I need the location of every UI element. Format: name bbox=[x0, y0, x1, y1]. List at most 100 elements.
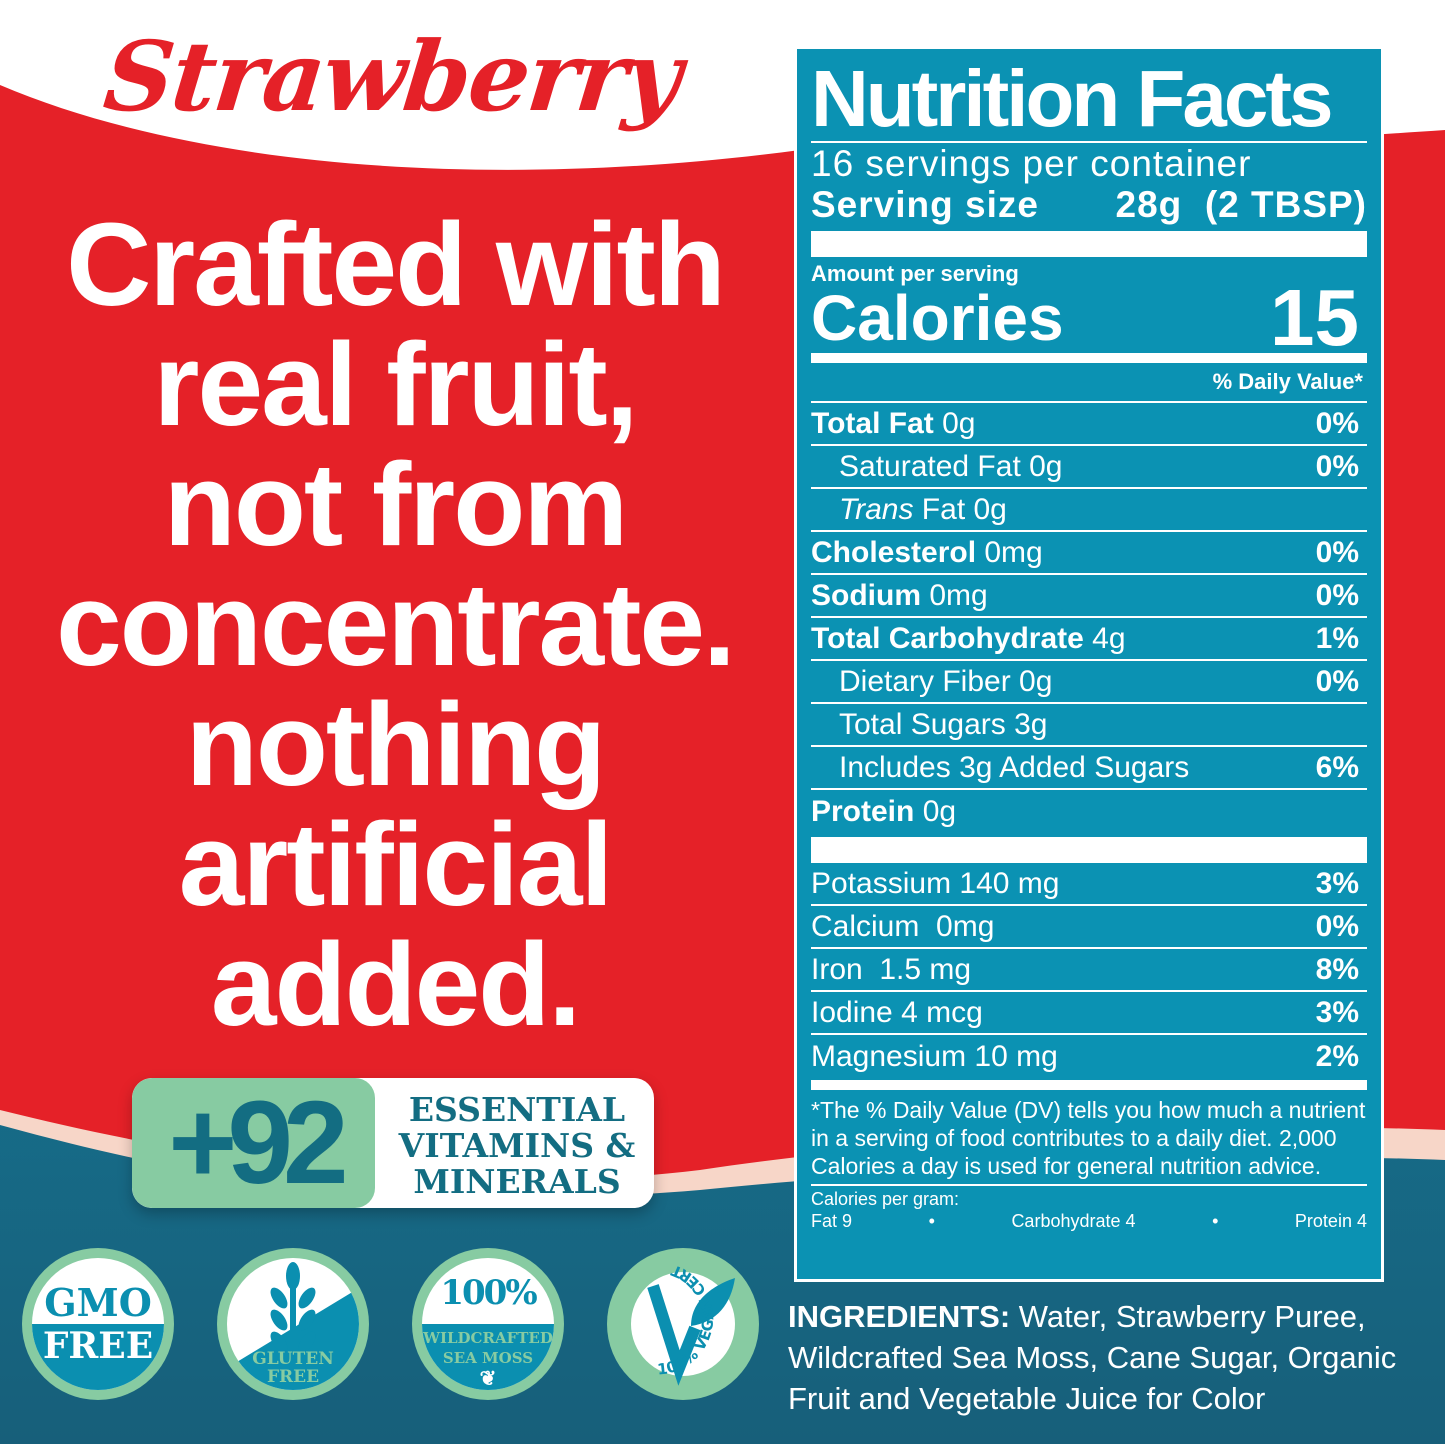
daily-value-percent: 0% bbox=[1315, 664, 1359, 698]
badge-line: VITAMINS & bbox=[398, 1126, 636, 1165]
daily-value-header: % Daily Value* bbox=[811, 363, 1367, 403]
nutrition-title: Nutrition Facts bbox=[811, 57, 1367, 143]
nutrient-rows: Total Fat 0g 0% Saturated Fat 0g 0% Trans Fa… bbox=[811, 403, 1367, 833]
nutrient-row: Trans Fat 0g bbox=[811, 489, 1367, 532]
daily-value-footnote: *The % Daily Value (DV) tells you how mu… bbox=[811, 1096, 1367, 1186]
slogan-line: added. bbox=[210, 919, 581, 1051]
seal-text: GLUTEN bbox=[252, 1349, 334, 1369]
calories-label: Calories bbox=[811, 282, 1064, 354]
divider-bar bbox=[811, 1080, 1367, 1090]
nutrient-label: Includes 3g Added Sugars bbox=[839, 751, 1189, 785]
seal-text: FREE bbox=[32, 1324, 164, 1390]
nutrient-row: Sodium 0mg 0% bbox=[811, 575, 1367, 618]
seal-text: FREE bbox=[266, 1367, 320, 1387]
gluten-free-seal: GLUTEN FREE bbox=[217, 1248, 369, 1400]
nutrition-facts-panel: Nutrition Facts 16 servings per containe… bbox=[794, 46, 1384, 1282]
nutrient-name: Sodium bbox=[811, 578, 921, 612]
mineral-label: Potassium 140 mg bbox=[811, 866, 1060, 900]
cpg-separator: • bbox=[928, 1211, 935, 1231]
daily-value-percent: 3% bbox=[1315, 995, 1359, 1029]
daily-value-percent: 0% bbox=[1315, 449, 1359, 483]
nutrient-amount: 0mg bbox=[921, 578, 988, 612]
ingredients: INGREDIENTS: Water, Strawberry Puree, Wi… bbox=[788, 1296, 1428, 1419]
nutrient-amount: Saturated Fat 0g bbox=[839, 449, 1063, 483]
daily-value-percent: 0% bbox=[1315, 406, 1359, 440]
slogan-line: not from bbox=[163, 439, 628, 571]
nutrient-amount: Fat 0g bbox=[913, 492, 1007, 526]
nutrient-row: Saturated Fat 0g 0% bbox=[811, 446, 1367, 489]
daily-value-percent: 3% bbox=[1315, 866, 1359, 900]
badge-text: ESSENTIAL VITAMINS & MINERALS bbox=[382, 1092, 652, 1200]
seal-text: SEA MOSS bbox=[442, 1349, 534, 1367]
nutrient-row: Includes 3g Added Sugars 6% bbox=[811, 747, 1367, 790]
vitamins-badge: +92 ESSENTIAL VITAMINS & MINERALS bbox=[132, 1078, 654, 1208]
v-leaf-icon: 100% VEGAN CERTIFIED bbox=[607, 1249, 735, 1400]
servings-per-container: 16 servings per container bbox=[811, 143, 1252, 184]
slogan: Crafted with real fruit, not from concen… bbox=[0, 205, 790, 1045]
serving-size-value: 28g (2 TBSP) bbox=[1115, 184, 1367, 225]
ingredients-label: INGREDIENTS: bbox=[788, 1299, 1011, 1334]
slogan-line: nothing bbox=[185, 679, 606, 811]
seal-text: GMO bbox=[44, 1280, 152, 1325]
cpg-item: Carbohydrate 4 bbox=[1011, 1211, 1136, 1231]
seal-text: 100% bbox=[440, 1273, 537, 1313]
badge-line: ESSENTIAL bbox=[408, 1090, 626, 1129]
mineral-row: Magnesium 10 mg 2% bbox=[811, 1035, 1367, 1078]
badge-line: MINERALS bbox=[413, 1162, 621, 1201]
mineral-row: Iodine 4 mcg 3% bbox=[811, 992, 1367, 1035]
slogan-line: real fruit, bbox=[153, 319, 639, 451]
daily-value-percent: 0% bbox=[1315, 578, 1359, 612]
daily-value-percent: 6% bbox=[1315, 750, 1359, 784]
nutrient-row: Protein 0g bbox=[811, 790, 1367, 833]
serving-size: Serving size 28g (2 TBSP) bbox=[811, 185, 1367, 225]
wheat-crossed-icon bbox=[227, 1262, 359, 1390]
serving-size-label: Serving size bbox=[811, 184, 1039, 225]
mineral-row: Iron 1.5 mg 8% bbox=[811, 949, 1367, 992]
mineral-rows: Potassium 140 mg 3% Calcium 0mg 0% Iron 1.5 … bbox=[811, 863, 1367, 1078]
mineral-row: Calcium 0mg 0% bbox=[811, 906, 1367, 949]
mineral-row: Potassium 140 mg 3% bbox=[811, 863, 1367, 906]
nutrient-label: Total Fat 0g bbox=[811, 407, 976, 441]
nutrient-amount: 0mg bbox=[976, 535, 1043, 569]
nutrient-name: Cholesterol bbox=[811, 535, 977, 569]
daily-value-percent: 0% bbox=[1315, 535, 1359, 569]
daily-value-percent: 8% bbox=[1315, 952, 1359, 986]
ingredients-text: Water, Strawberry Puree, Wildcrafted Sea… bbox=[788, 1299, 1397, 1416]
amount-per-serving: Amount per serving bbox=[811, 261, 1019, 286]
sea-moss-seal: 100% WILDCRAFTED SEA MOSS ❦ bbox=[412, 1248, 564, 1400]
cpg-item: Protein 4 bbox=[1294, 1211, 1367, 1231]
cpg-label: Calories per gram: bbox=[811, 1189, 960, 1209]
nutrient-label: Cholesterol 0mg bbox=[811, 536, 1043, 570]
nutrient-label: Total Sugars 3g bbox=[839, 708, 1047, 742]
divider-bar bbox=[811, 837, 1367, 863]
nutrient-row: Dietary Fiber 0g 0% bbox=[811, 661, 1367, 704]
daily-value-percent: 0% bbox=[1315, 909, 1359, 943]
nutrient-name: Total Fat bbox=[811, 406, 934, 440]
nutrient-amount: Includes 3g Added Sugars bbox=[839, 750, 1190, 784]
nutrient-amount: Dietary Fiber 0g bbox=[839, 664, 1053, 698]
nutrient-label: Sodium 0mg bbox=[811, 579, 988, 613]
flavor-title: Strawberry bbox=[99, 20, 686, 133]
mineral-label: Magnesium 10 mg bbox=[811, 1039, 1058, 1073]
seal-text: WILDCRAFTED bbox=[423, 1329, 553, 1347]
nutrient-amount: 0g bbox=[914, 794, 957, 828]
leaf-icon: ❦ bbox=[479, 1366, 497, 1390]
nutrient-row: Total Sugars 3g bbox=[811, 704, 1367, 747]
nutrient-amount: 4g bbox=[1083, 621, 1126, 655]
mineral-label: Calcium 0mg bbox=[811, 909, 995, 943]
slogan-line: Crafted with bbox=[66, 199, 726, 331]
calories-per-gram: Calories per gram: Fat 9 • Carbohydrate … bbox=[811, 1188, 1367, 1232]
nutrient-row: Total Fat 0g 0% bbox=[811, 403, 1367, 446]
nutrient-label: Protein 0g bbox=[811, 795, 956, 829]
mineral-label: Iron 1.5 mg bbox=[811, 952, 972, 986]
badge-count: +92 bbox=[132, 1078, 375, 1208]
nutrient-name: Protein bbox=[811, 794, 915, 828]
gmo-free-seal: GMO FREE bbox=[22, 1248, 174, 1400]
nutrient-row: Total Carbohydrate 4g 1% bbox=[811, 618, 1367, 661]
nutrient-amount: 0g bbox=[933, 406, 976, 440]
cpg-item: Fat 9 bbox=[811, 1211, 853, 1231]
nutrient-label: Trans Fat 0g bbox=[839, 493, 1007, 527]
nutrient-row: Cholesterol 0mg 0% bbox=[811, 532, 1367, 575]
nutrient-label: Saturated Fat 0g bbox=[839, 450, 1062, 484]
divider-bar bbox=[811, 231, 1367, 257]
